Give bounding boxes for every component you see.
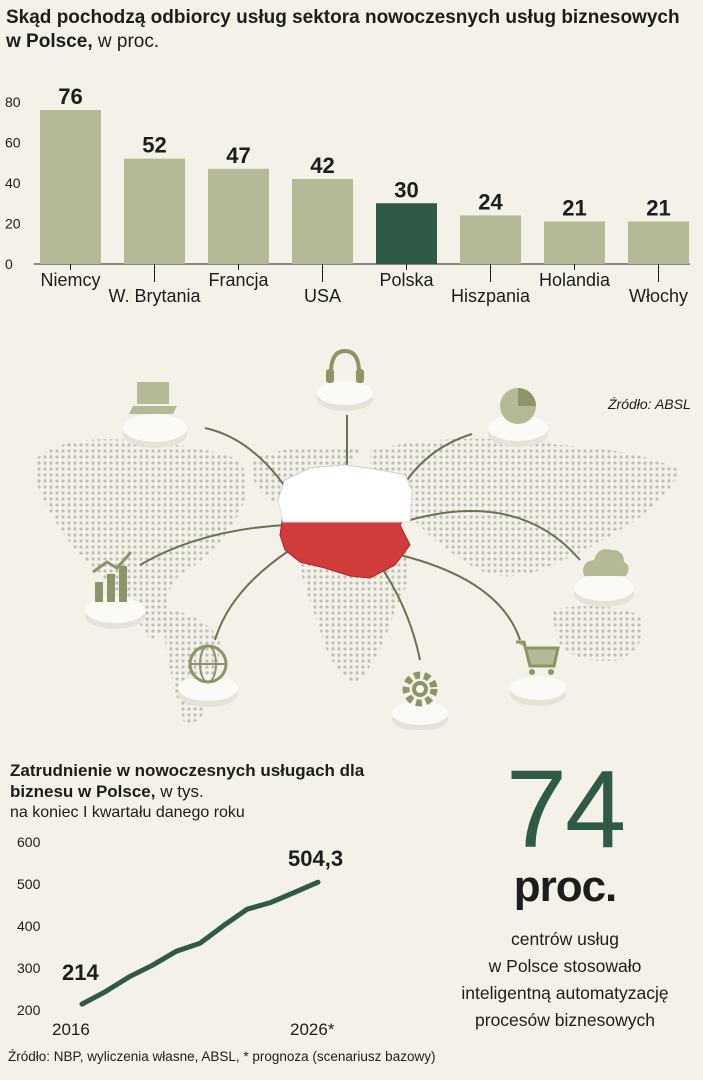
bar-category-label: Niemcy	[40, 270, 100, 290]
line-chart-subtitle: na koniec I kwartału danego roku	[10, 804, 245, 821]
bar-y-tick-label: 80	[5, 94, 21, 110]
bar	[40, 110, 101, 264]
bar-category-label: W. Brytania	[108, 286, 201, 306]
bar-chart-title-unit: w proc.	[97, 31, 160, 52]
laptop-icon	[123, 382, 187, 448]
line-first-value-label: 214	[62, 960, 99, 985]
bar-category-label: Polska	[379, 270, 434, 290]
stat-description: centrów usług w Polsce stosowało intelig…	[415, 926, 703, 1034]
stat-line-2: w Polsce stosowało	[488, 956, 642, 976]
line-chart-plot: 214 504,3 2016 2026*	[52, 846, 343, 1039]
bar-chart-title-bold: Skąd pochodzą odbiorcy usług sektora now…	[6, 7, 680, 52]
bar-value-label: 76	[58, 84, 82, 109]
bar-value-label: 21	[646, 195, 670, 220]
bar-chart-bars: 76 Niemcy 52 W. Brytania 47 Francja 42 USA 30 Pol…	[40, 84, 689, 306]
bar-value-label: 52	[142, 133, 166, 158]
line-x-tick-label: 2016	[52, 1020, 90, 1039]
bar-value-label: 30	[394, 177, 418, 202]
bar-category-label: Holandia	[539, 270, 611, 290]
cloud-icon	[574, 549, 634, 607]
stat-unit: proc.	[513, 862, 618, 911]
bar	[124, 158, 185, 264]
bar	[292, 178, 353, 264]
employment-line	[79, 879, 321, 1007]
bar-y-tick-label: 40	[5, 175, 21, 191]
footer-source: Źródło: NBP, wyliczenia własne, ABSL, * …	[8, 1049, 436, 1064]
bar-value-label: 21	[562, 195, 586, 220]
world-map-illustration	[35, 348, 680, 730]
line-chart-y-axis: 200 300 400 500 600	[17, 834, 41, 1018]
map-source: Źródło: ABSL	[608, 396, 691, 412]
bar-category-label: Włochy	[629, 286, 688, 306]
growth-chart-icon	[85, 551, 145, 629]
stat-line-1: centrów usług	[511, 929, 619, 949]
stat-line-3: inteligentną automatyzację	[461, 983, 669, 1003]
line-y-tick-label: 600	[17, 834, 41, 850]
stat-number: 74	[505, 748, 626, 871]
bar	[628, 221, 689, 264]
line-chart-title-bold: Zatrudnienie w nowoczesnych usługach dla…	[10, 761, 365, 801]
bar-y-tick-label: 60	[5, 135, 21, 151]
bar	[544, 221, 605, 264]
bar-category-label: USA	[304, 286, 341, 306]
bar	[376, 203, 437, 264]
line-x-tick-label: 2026*	[290, 1020, 335, 1039]
bar-value-label: 47	[226, 143, 250, 168]
bar-value-label: 42	[310, 153, 334, 178]
bar-y-tick-label: 0	[5, 256, 13, 272]
globe-icon	[178, 644, 238, 707]
gear-icon	[392, 671, 448, 730]
line-last-value-label: 504,3	[288, 846, 343, 871]
headset-icon	[317, 348, 373, 411]
pie-chart-icon	[488, 388, 548, 447]
cart-icon	[510, 640, 566, 706]
poland-map-shape	[277, 464, 413, 579]
bar-value-label: 24	[478, 189, 503, 214]
bar-category-label: Hiszpania	[451, 286, 531, 306]
line-chart-title-unit: w tys.	[160, 782, 204, 801]
line-chart-title: Zatrudnienie w nowoczesnych usługach dla…	[10, 760, 410, 802]
line-chart: 200 300 400 500 600 214 504,3 2016 2026*	[17, 834, 343, 1039]
bar-chart-title: Skąd pochodzą odbiorcy usług sektora now…	[6, 6, 696, 54]
line-y-tick-label: 300	[17, 960, 41, 976]
stat-line-4: procesów biznesowych	[475, 1010, 655, 1030]
bar-y-tick-label: 20	[5, 216, 21, 232]
bar-category-label: Francja	[208, 270, 269, 290]
bar-chart: 0 20 40 60 80 76 Niemcy 52 W. Brytania 47 Francja…	[5, 84, 690, 306]
line-y-tick-label: 400	[17, 918, 41, 934]
line-y-tick-label: 200	[17, 1002, 41, 1018]
line-y-tick-label: 500	[17, 876, 41, 892]
bar	[460, 215, 521, 264]
bar	[208, 168, 269, 264]
